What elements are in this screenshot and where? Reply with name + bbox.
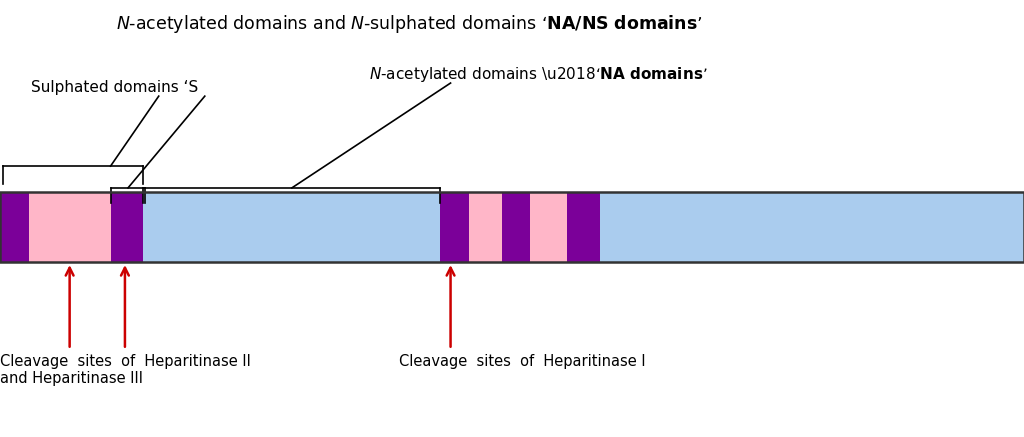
Bar [0,192,1024,262]
Bar [440,192,469,262]
Bar [143,192,440,262]
Text: Cleavage  sites  of  Heparitinase II
and Heparitinase III: Cleavage sites of Heparitinase II and He… [0,354,251,386]
Bar [530,192,567,262]
Bar [111,192,143,262]
Bar [502,192,530,262]
Bar [567,192,600,262]
Bar [600,192,1024,262]
Text: $\it{N}$-acetylated domains \u2018‘$\bf{NA\ domains}$’: $\it{N}$-acetylated domains \u2018‘$\bf{… [369,65,708,84]
Text: Cleavage  sites  of  Heparitinase I: Cleavage sites of Heparitinase I [399,354,646,369]
Bar [29,192,111,262]
Text: Sulphated domains ‘S: Sulphated domains ‘S [31,80,198,95]
Bar [0,192,29,262]
Bar [469,192,502,262]
Text: $\it{N}$-acetylated domains and $\it{N}$-sulphated domains ‘$\bf{NA/NS\ domains}: $\it{N}$-acetylated domains and $\it{N}$… [117,13,702,35]
